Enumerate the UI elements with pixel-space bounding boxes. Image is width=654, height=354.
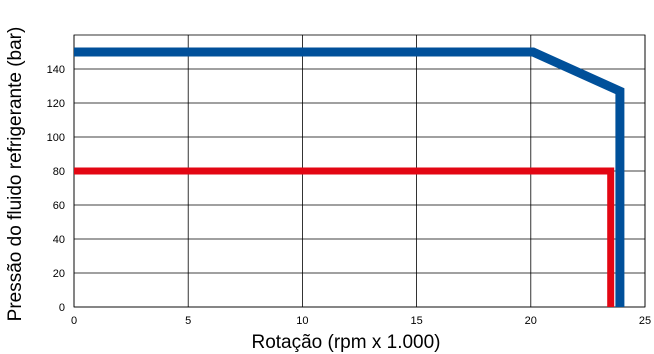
y-tick-label: 60: [53, 200, 65, 212]
x-tick-label: 15: [410, 315, 422, 327]
grid: [73, 34, 646, 308]
x-tick-label: 5: [185, 315, 191, 327]
y-tick-label: 20: [53, 268, 65, 280]
y-tick-label: 120: [47, 98, 65, 110]
x-tick-label: 0: [71, 315, 77, 327]
x-tick-label: 20: [525, 315, 537, 327]
y-tick-label: 100: [47, 132, 65, 144]
series-line-1: [74, 47, 625, 307]
x-axis-title: Rotação (rpm x 1.000): [251, 332, 440, 353]
y-tick-label: 140: [47, 64, 65, 76]
y-tick-label: 0: [59, 302, 65, 314]
y-tick-label: 40: [53, 234, 65, 246]
series-line-2: [74, 167, 615, 307]
y-tick-label: 80: [53, 166, 65, 178]
y-axis-title: Pressão do fluido refrigerante (bar): [5, 27, 26, 322]
x-tick-label: 10: [296, 315, 308, 327]
series-layer: [74, 47, 625, 307]
x-tick-labels: 0 5 10 15 20 25: [71, 315, 651, 327]
x-tick-label: 25: [639, 315, 651, 327]
y-tick-labels: 0 20 40 60 80 100 120 140: [47, 64, 65, 314]
